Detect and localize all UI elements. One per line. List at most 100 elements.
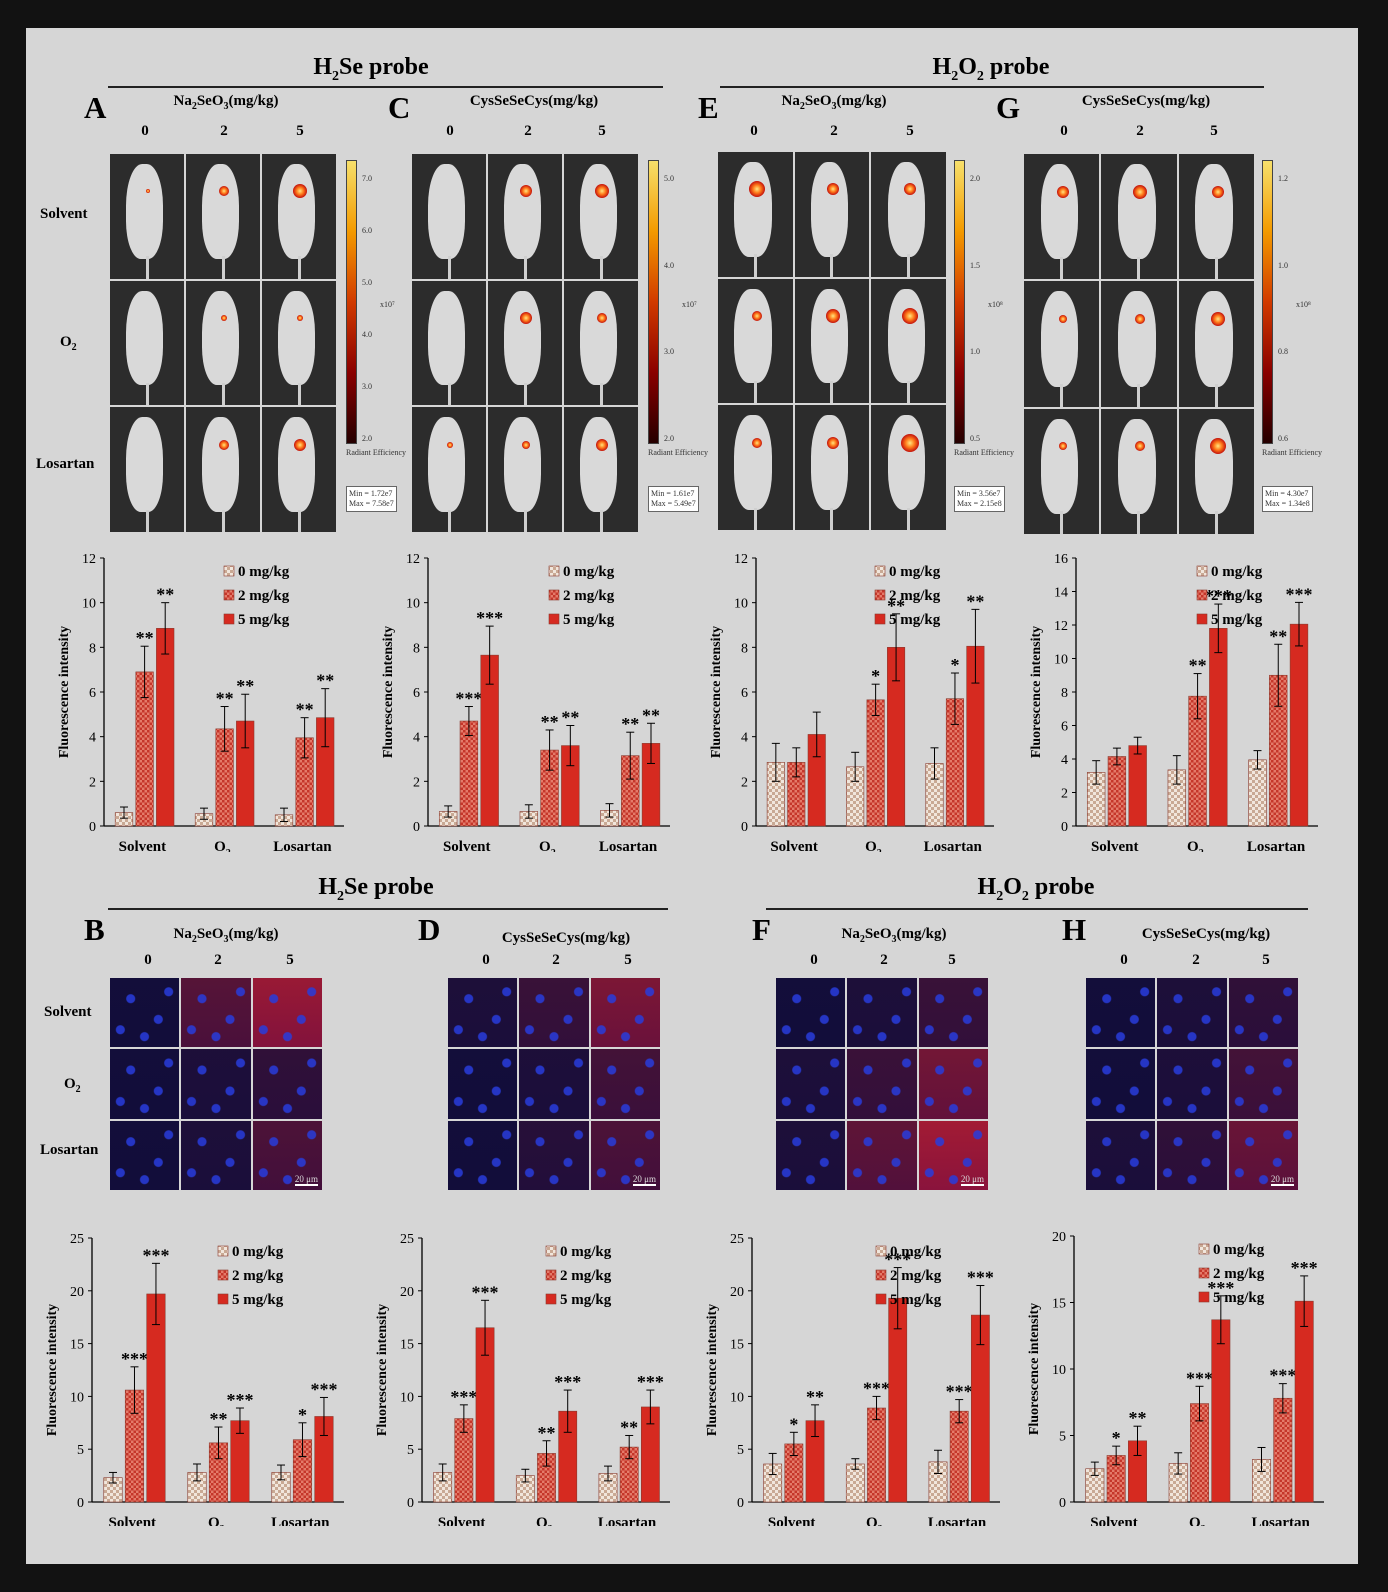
bar-losartan-1 [1273, 1397, 1293, 1503]
mouse-image-a-losartan-dose2 [186, 407, 260, 532]
microscopy-image-d-losartan-dose0 [448, 1120, 518, 1190]
colorbar-c: 5.0 4.0 3.0 2.0 x10⁷ Radiant Efficiency Min = … [648, 160, 718, 520]
compound-label-b: Na2SeO3(mg/kg) [173, 926, 279, 945]
y-tick-label: 8 [1061, 686, 1068, 701]
legend-label: 5 mg/kg [563, 612, 615, 628]
bar-losartan-2 [1294, 1300, 1314, 1503]
microscopy-grid-d: 20 μm [448, 978, 660, 1190]
y-tick-label: 16 [1054, 552, 1068, 567]
legend-label: 2 mg/kg [560, 1268, 612, 1284]
x-tick-label: Solvent [770, 839, 818, 852]
y-tick-label: 6 [413, 686, 420, 701]
y-tick-label: 10 [400, 1390, 414, 1405]
y-tick-label: 5 [737, 1443, 744, 1458]
bar-o2-1 [867, 1407, 886, 1503]
legend-label: 0 mg/kg [563, 564, 615, 580]
dose-label-e-5: 5 [906, 123, 914, 139]
y-tick-label: 12 [406, 552, 420, 567]
microscopy-image-d-o2-dose5 [590, 1049, 660, 1119]
x-tick-label: Solvent [1090, 1515, 1138, 1526]
significance-stars: *** [450, 1387, 477, 1407]
legend-swatch [1198, 1243, 1210, 1255]
bar-chart-d: 0 5 10 15 20 25 Fluorescence intensity *** *** So… [375, 1232, 670, 1526]
y-tick-label: 4 [1061, 753, 1068, 768]
legend-swatch [548, 613, 560, 625]
x-tick-label: Solvent [768, 1515, 816, 1526]
dose-label-e-2: 2 [830, 123, 838, 139]
legend-swatch [217, 1293, 229, 1305]
significance-stars: *** [121, 1349, 148, 1369]
legend-swatch [217, 1269, 229, 1281]
significance-stars: *** [1285, 584, 1312, 604]
y-tick-label: 5 [77, 1443, 84, 1458]
mouse-image-a-losartan-dose5 [262, 407, 336, 532]
y-tick-label: 20 [400, 1285, 414, 1300]
colorbar-tick: 2.0 [362, 434, 372, 443]
bar-chart-g: 0 2 4 6 8 10 12 14 16 Fluorescence intensity Solve… [1029, 552, 1318, 852]
mouse-image-g-losartan-dose5 [1178, 408, 1254, 534]
invivo-image-grid-e [718, 152, 946, 530]
legend-swatch [548, 589, 560, 601]
row-label-o2-a: O2 [60, 334, 77, 353]
legend-label: 5 mg/kg [232, 1292, 284, 1308]
legend-swatch [874, 589, 886, 601]
color-scale-box: Min = 1.72e7 Max = 7.58e7 [346, 486, 397, 512]
colorbar-tick: 4.0 [664, 260, 674, 270]
significance-stars: ** [966, 591, 984, 611]
microscopy-image-h-losartan-dose5: 20 μm [1228, 1120, 1298, 1190]
dose-label-b-5: 5 [286, 952, 294, 968]
y-tick-label: 4 [89, 731, 96, 746]
significance-stars: * [1112, 1428, 1121, 1448]
significance-stars: *** [637, 1372, 664, 1392]
color-scale-box: Min = 4.30e7 Max = 1.34e8 [1262, 486, 1313, 512]
dose-label-a-0: 0 [141, 123, 149, 139]
colorbar-gradient [954, 160, 965, 444]
y-tick-label: 0 [77, 1496, 84, 1511]
invivo-image-grid-a [110, 154, 336, 532]
legend-swatch [1198, 1267, 1210, 1279]
colorbar-tick: 7.0 [362, 174, 372, 183]
colorbar-tick: 5.0 [362, 278, 372, 287]
microscopy-image-f-o2-dose5 [918, 1049, 988, 1119]
colorbar-unit: x10⁸ [1296, 300, 1311, 309]
y-tick-label: 10 [406, 597, 420, 612]
significance-stars: ** [538, 1423, 556, 1443]
y-tick-label: 12 [82, 552, 96, 567]
panel-letter-f: F [752, 912, 771, 947]
mouse-image-g-losartan-dose0 [1024, 408, 1100, 534]
legend-label: 5 mg/kg [1211, 612, 1263, 628]
y-axis-label: Fluorescence intensity [375, 1304, 390, 1436]
dose-label-f-5: 5 [948, 952, 956, 968]
legend-swatch [1196, 565, 1208, 577]
colorbar-a: 7.0 6.0 5.0 4.0 3.0 2.0 x10⁷ Radiant Efficiency… [346, 160, 416, 520]
bar-losartan-1 [949, 1410, 969, 1503]
dose-label-g-0: 0 [1060, 123, 1068, 139]
significance-stars: *** [1205, 586, 1232, 606]
colorbar-tick: 4.0 [362, 330, 372, 339]
section-title-h2o2-top: H2O2 probe [932, 54, 1050, 84]
x-tick-label: Solvent [109, 1515, 157, 1526]
significance-stars: *** [1186, 1368, 1213, 1388]
y-tick-label: 10 [1052, 1363, 1066, 1378]
x-tick-label: O2 [865, 839, 882, 852]
y-tick-label: 25 [730, 1232, 744, 1247]
y-tick-label: 2 [1061, 787, 1068, 802]
microscopy-image-b-solvent-dose2 [181, 978, 251, 1048]
dose-label-d-0: 0 [482, 952, 490, 968]
legend-swatch [548, 565, 560, 577]
y-tick-label: 5 [407, 1443, 414, 1458]
microscopy-image-f-losartan-dose0 [776, 1120, 846, 1190]
microscopy-image-d-solvent-dose2 [519, 978, 589, 1048]
significance-stars: ** [216, 689, 234, 709]
scale-bar: 20 μm [294, 1174, 318, 1186]
legend-label: 0 mg/kg [1211, 564, 1263, 580]
x-tick-label: Losartan [273, 839, 332, 852]
section-rule-h2o2-top [720, 86, 1264, 88]
legend-swatch [1196, 589, 1208, 601]
significance-stars: ** [642, 705, 660, 725]
dose-label-c-0: 0 [446, 123, 454, 139]
dose-label-h-0: 0 [1120, 952, 1128, 968]
significance-stars: *** [1207, 1278, 1234, 1298]
significance-stars: ** [156, 585, 174, 605]
